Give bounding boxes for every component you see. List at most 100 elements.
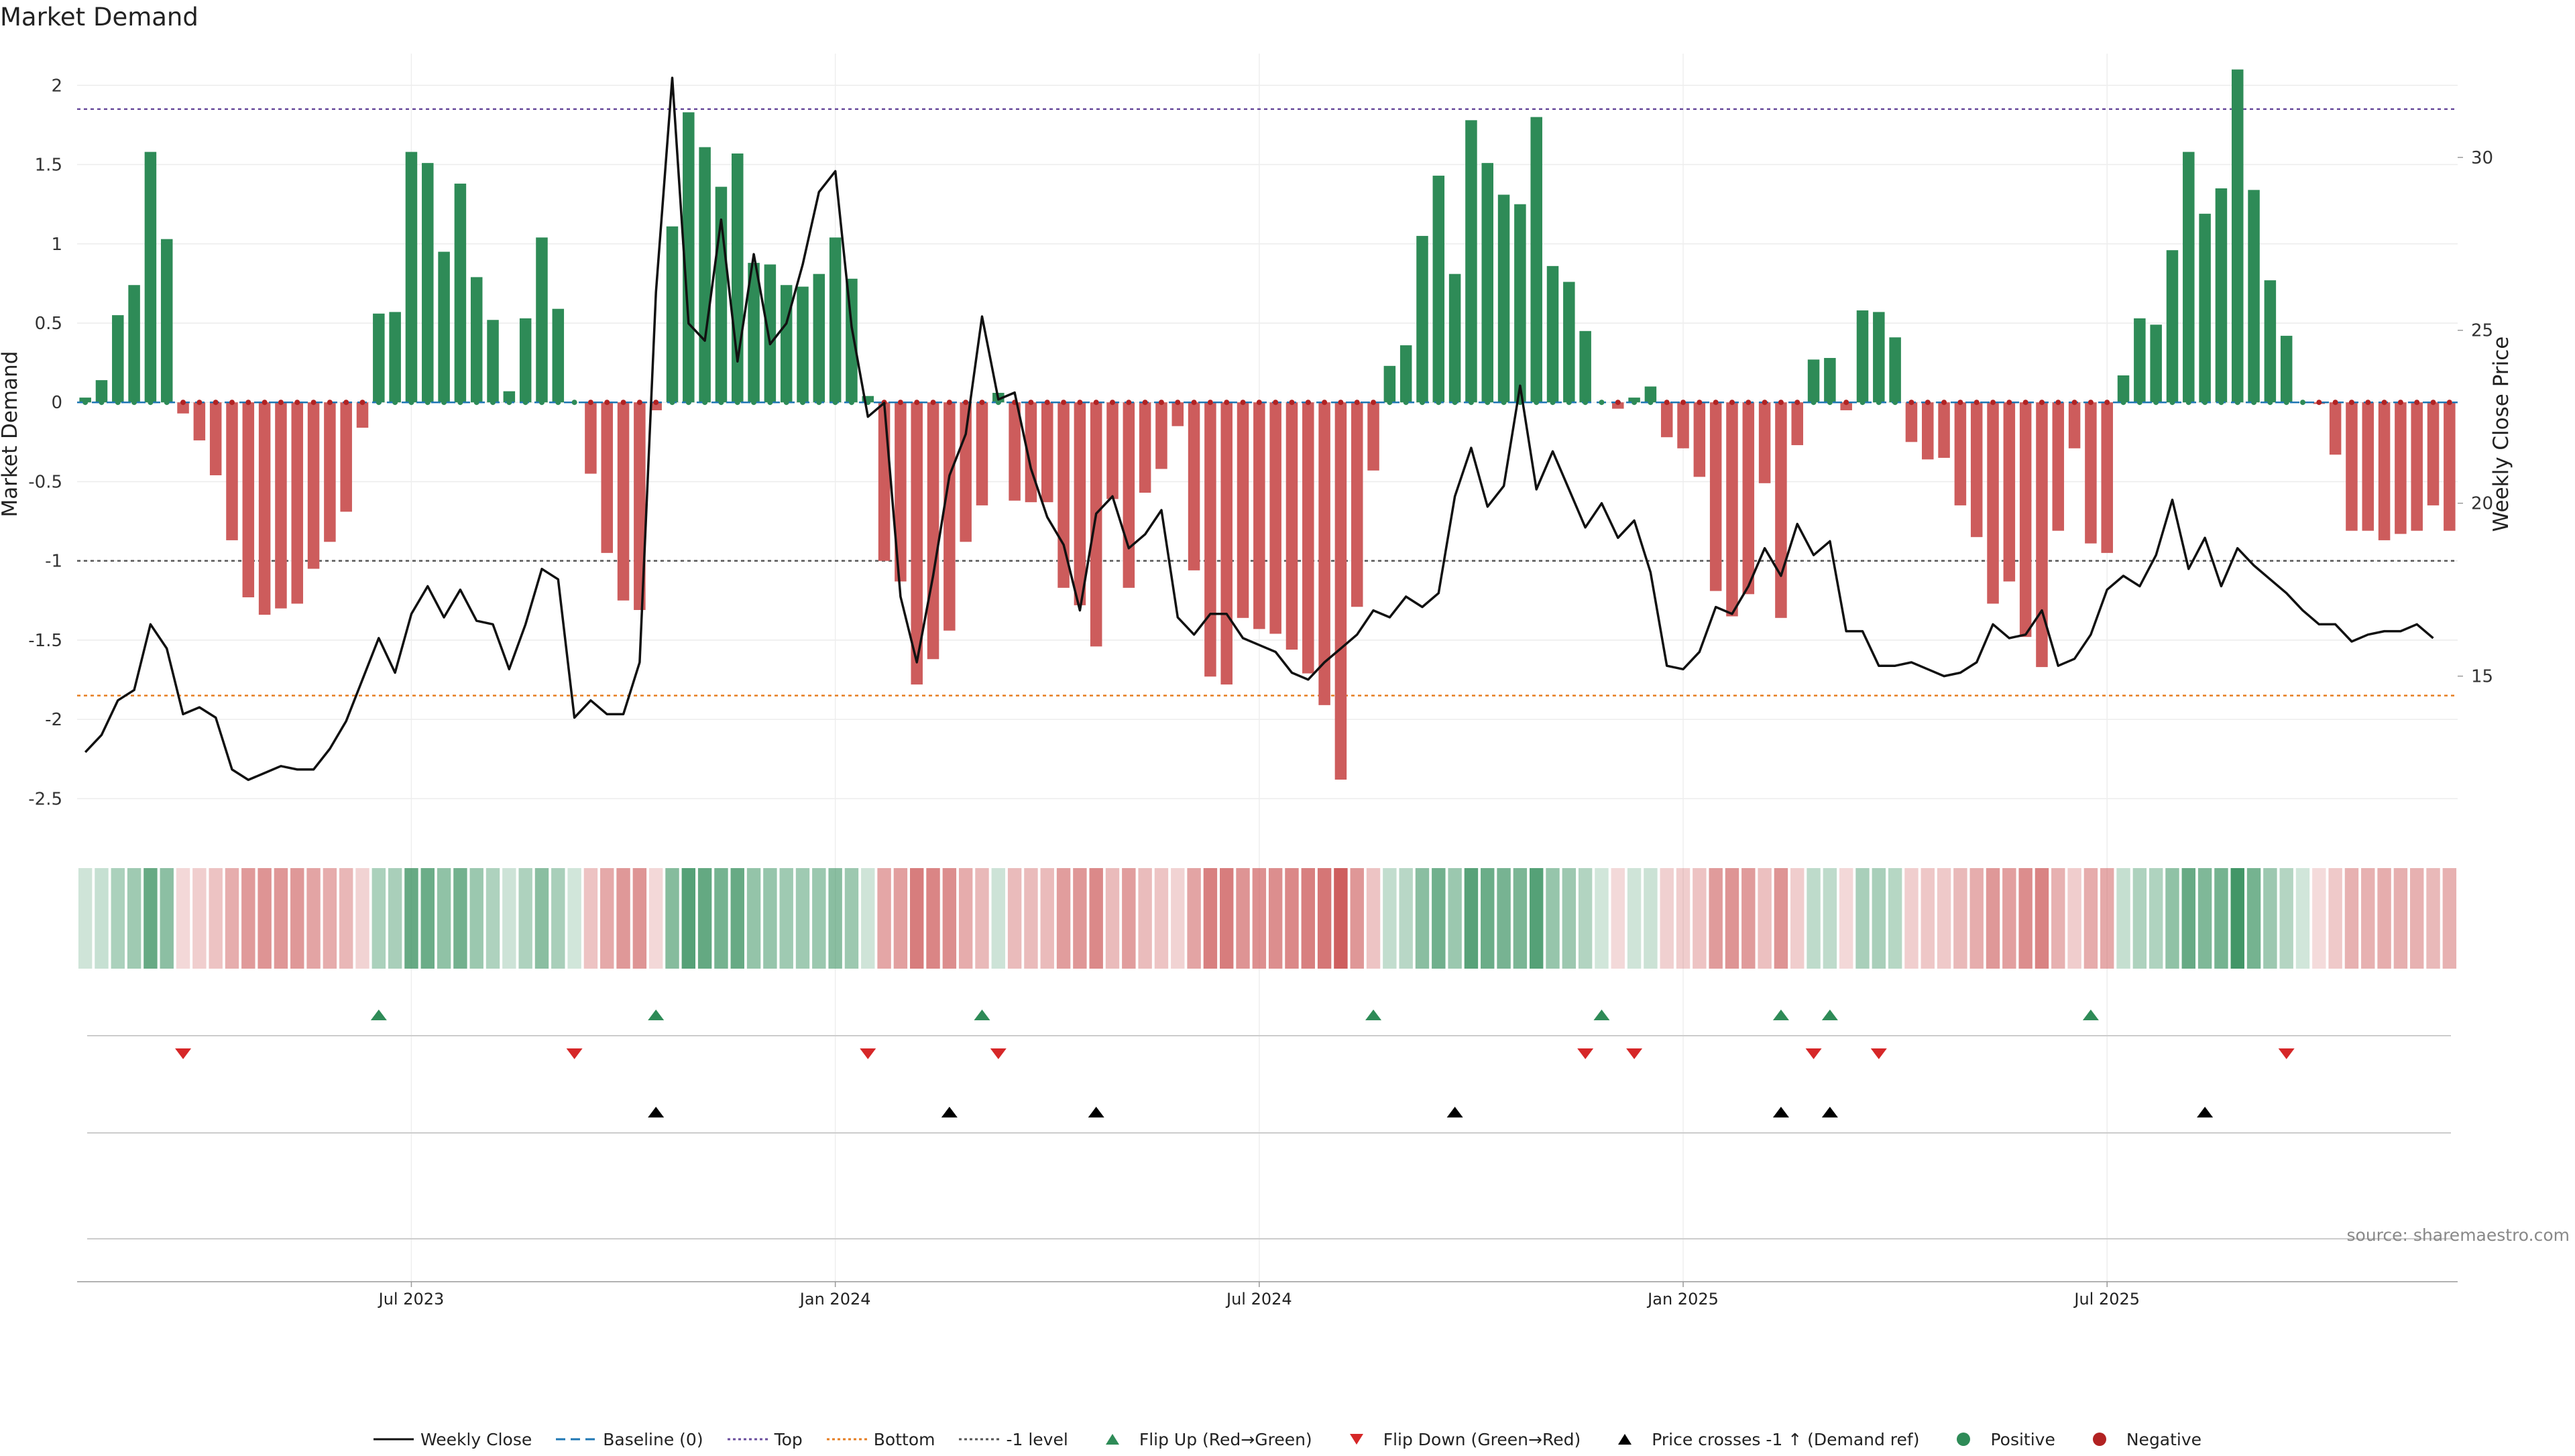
sign-dot [946,400,952,406]
demand-bar [797,286,809,403]
y-tick-label: 1 [51,235,62,255]
heat-cell [665,868,679,969]
heat-cell [763,868,777,969]
heat-cell [388,868,402,969]
heat-cell [583,868,598,969]
demand-bar [389,312,401,403]
sign-dot [1583,400,1589,406]
heat-cell [2442,868,2457,969]
heat-cell [991,868,1006,969]
heat-cell [1578,868,1593,969]
demand-bar [1123,402,1135,588]
demand-bar [666,226,679,403]
sign-dot [115,400,121,406]
heat-cell [485,868,500,969]
sign-dot [1794,400,1800,406]
heat-cell [274,868,288,969]
legend-marker [1957,1433,1971,1446]
heat-cell [730,868,744,969]
demand-bar [878,402,891,561]
demand-bar [1334,402,1347,780]
demand-bar [1041,402,1053,503]
heat-cell [1627,868,1642,969]
legend-label: -1 level [1006,1429,1068,1449]
heat-cell [1986,868,2000,969]
demand-bar [536,237,548,403]
sign-dot [1957,400,1963,406]
demand-bar [1285,402,1298,650]
demand-bar [1579,330,1591,403]
y2-tick-label: 25 [2471,321,2493,341]
demand-bar [2395,402,2407,534]
sign-dot [783,400,789,406]
sign-dot [1077,400,1083,406]
sign-dot [1648,400,1654,406]
demand-bar [2362,402,2374,531]
sign-dot [1158,400,1164,406]
heat-cell [144,868,158,969]
heat-cell [1953,868,1967,969]
flip-down-marker [1577,1048,1594,1059]
sign-dot [1908,400,1914,406]
sign-dot [1713,400,1719,406]
demand-bar [683,112,695,403]
demand-bar [1693,402,1706,477]
sign-dot [1354,400,1360,406]
heat-cell [2197,868,2212,969]
sign-dot [2234,400,2240,406]
demand-bar [1302,402,1314,674]
heat-cell [355,868,369,969]
demand-bar [2411,402,2423,531]
sign-dot [1973,400,1980,406]
heat-cell [258,868,272,969]
sign-dot [995,400,1001,406]
legend-item: Positive [1943,1430,2055,1449]
legend-swatch [1618,1434,1632,1445]
legend-swatch [826,1438,867,1441]
y-tick-label: -1.5 [28,631,62,651]
demand-bar [112,315,124,403]
y2-tick-label: 30 [2471,148,2493,168]
source-note: source: sharemaestro.com [2346,1225,2570,1245]
legend-label: Top [774,1429,803,1449]
heat-cell [812,868,826,969]
x-tick-label: Jan 2024 [799,1290,871,1309]
demand-bar [2068,402,2081,448]
heat-cell [1481,868,1495,969]
heat-cell [551,868,565,969]
heat-cell [192,868,207,969]
demand-bar [1204,402,1216,677]
demand-bar [1938,402,1950,458]
demand-bar [291,402,304,604]
demand-bar [1530,117,1542,403]
heat-cell [2051,868,2065,969]
heat-cell [290,868,304,969]
demand-bar [2329,402,2342,455]
demand-bar [226,402,238,540]
sign-dot [1175,400,1181,406]
heat-cell [567,868,581,969]
flip-down-marker [1626,1048,1643,1059]
sign-dot [2087,400,2094,406]
sign-dot [718,400,724,406]
heat-cell [1366,868,1381,969]
sign-dot [1941,400,1947,406]
sign-dot [408,400,414,406]
heat-cell [2246,868,2261,969]
demand-bar [976,402,988,505]
demand-bar [2248,190,2260,403]
heat-cell [339,868,353,969]
sign-dot [82,400,89,406]
sign-dot [1990,400,1996,406]
demand-bar [1367,402,1379,471]
demand-bar [1791,402,1803,446]
demand-bar [943,402,956,631]
demand-bar [503,391,516,403]
sign-dot [327,400,333,406]
sign-dot [2397,400,2403,406]
y-tick-label: 0 [51,393,62,413]
heat-cell [1562,868,1577,969]
legend-item: Negative [2079,1430,2201,1449]
heat-cell [1236,868,1250,969]
flip-down-marker [175,1048,192,1059]
